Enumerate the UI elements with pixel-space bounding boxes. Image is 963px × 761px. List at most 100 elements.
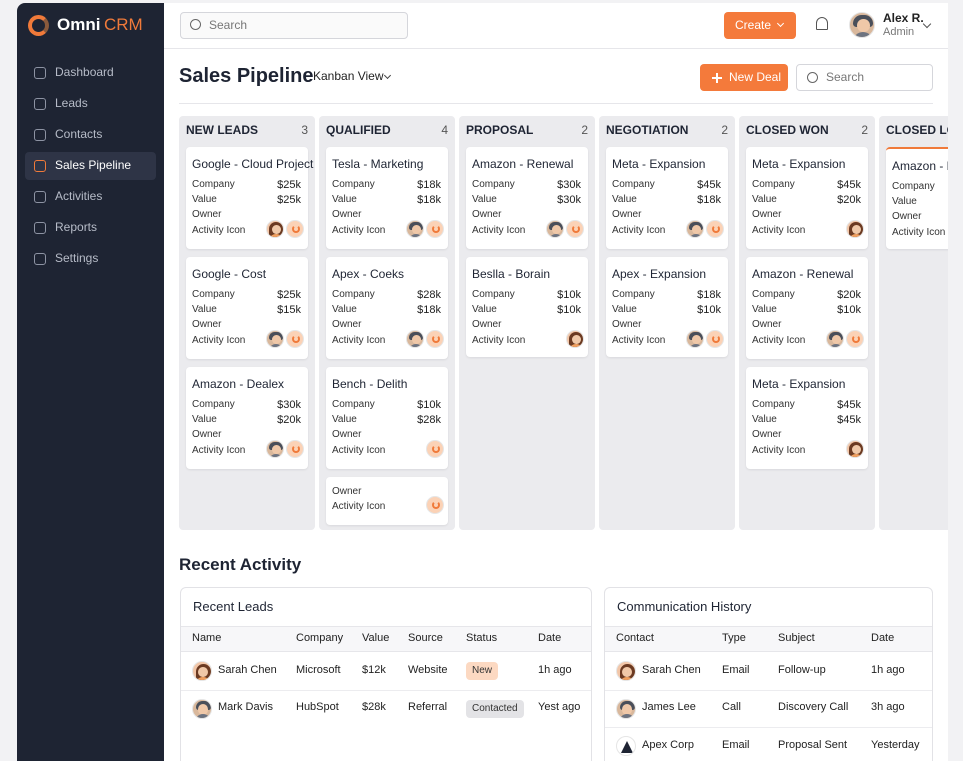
avatar [826,330,844,348]
activity-icon [426,440,444,458]
card-value: $10k [417,398,441,411]
activity-icon [426,496,444,514]
kanban-column: NEW LEADS 3 Google - Cloud Project Company $… [179,116,315,530]
status-badge: New [466,662,499,680]
search-box[interactable]: Search [180,12,408,39]
card-label: Value [332,304,357,315]
card-value: $18k [417,303,441,316]
cell: $28k [362,701,386,713]
column-header: Date [871,631,895,644]
deal-card[interactable]: Apex - Coeks Company $28k Value $18k Owner Act… [326,257,448,359]
row-divider [181,689,591,691]
card-value: $18k [697,288,721,301]
card-value: $10k [837,303,861,316]
face [851,445,861,455]
new-deal-button[interactable]: New Deal [700,64,788,91]
card-value: $45k [697,178,721,191]
kanban-column: PROPOSAL 2 Amazon - Renewal Company $30k Valu… [459,116,595,530]
body [568,344,583,347]
column-count: 2 [861,123,868,137]
activity-icon [286,220,304,238]
deal-card[interactable]: Owner Activity Icon [326,477,448,525]
card-value: $25k [277,193,301,206]
cell: $12k [362,663,386,676]
deal-card[interactable]: Amazon - Renewal Company $20k Value $10k Owne… [746,257,868,359]
card-label: Activity Icon [332,501,386,512]
deal-card[interactable]: Apex - Expansion Company $18k Value $10k Owne… [606,257,728,357]
card-label: Company [472,289,515,300]
create-label: Create [735,18,772,32]
nav-item[interactable]: Leads [55,96,88,110]
bell[interactable] [816,17,828,30]
face [271,225,281,235]
activity-icon [286,440,304,458]
view-selector[interactable]: Kanban View [313,69,384,83]
activity-icon [706,330,724,348]
deal-card[interactable]: Google - Cost Company $25k Value $15k Owner Ac… [186,257,308,359]
body [848,234,863,237]
card-label: Owner [752,209,782,220]
nav-icon [34,129,46,141]
table-header-bg [181,626,591,652]
nav-item[interactable]: Reports [55,220,98,234]
card-label: Value [332,194,357,205]
card-value: $25k [277,288,301,301]
deal-card[interactable]: Google - Cloud Project Company $25k Value $2… [186,147,313,249]
deal-card[interactable]: Meta - Expansion Company $45k Value $45k Owne… [746,367,868,469]
avatar [192,698,212,719]
cell: 1h ago [538,663,572,676]
deal-card[interactable]: Beslla - Borain Company $10k Value $10k Owner… [466,257,588,357]
face [622,704,632,715]
user-name: Alex R. [883,11,924,25]
card-label: Value [612,194,637,205]
deal-card[interactable]: Meta - Expansion Company $45k Value $20k Owne… [746,147,868,249]
card-label: Activity Icon [472,335,526,346]
card-label: Owner [192,209,222,220]
body [408,344,423,347]
panel-title: Communication History [617,598,752,614]
create-button[interactable]: Create [724,12,796,39]
card-label: Activity Icon [332,445,386,456]
nav-item[interactable]: Dashboard [55,65,114,79]
card-label: Activity Icon [612,225,666,236]
face [411,225,421,235]
nav-item[interactable]: Contacts [55,127,103,141]
divider [179,103,933,104]
cell: Apex Corp [642,738,694,751]
nav-item[interactable]: Sales Pipeline [55,158,132,172]
card-label: Value [332,414,357,425]
card-label: Activity Icon [332,225,386,236]
avatar [686,330,704,348]
face [271,335,281,345]
search-box[interactable]: Search [796,64,933,91]
panel-title: Recent Leads [193,598,274,614]
brand-name-accent: CRM [104,14,143,34]
deal-card[interactable]: Amazon - Dealex Company $30k Value $20k Owner… [186,367,308,469]
deal-card[interactable]: Meta - Expansion Company $45k Value $18k Owne… [606,147,728,249]
card-title: Beslla - Borain [472,267,551,281]
nav-item[interactable]: Settings [55,251,99,265]
card-label: Owner [192,429,222,440]
cell: 1h ago [871,663,905,676]
chevron[interactable] [922,19,932,29]
deal-card[interactable]: Bench - Delith Company $10k Value $28k Owner A… [326,367,448,469]
body [268,454,283,457]
topbar-border [164,48,948,49]
kanban-column: CLOSED WON 2 Meta - Expansion Company $45k Va… [739,116,875,530]
card-label: Company [752,399,795,410]
deal-card[interactable]: Tesla - Marketing Company $18k Value $18k Own… [326,147,448,249]
card-label: Activity Icon [472,225,526,236]
activity-icon [286,330,304,348]
avatar [616,661,636,681]
deal-card[interactable]: Amazon - Renewal Company Value Owner Activit… [886,147,948,249]
activity-glyph [432,445,440,453]
card-label: Company [332,399,375,410]
nav-item[interactable]: Activities [55,189,103,203]
avatar [406,330,424,348]
body [852,31,874,37]
card-label: Activity Icon [752,335,806,346]
avatar [546,220,564,238]
card-value: $10k [697,303,721,316]
column-name: PROPOSAL [466,123,534,137]
deal-card[interactable]: Amazon - Renewal Company $30k Value $30k Owne… [466,147,588,249]
